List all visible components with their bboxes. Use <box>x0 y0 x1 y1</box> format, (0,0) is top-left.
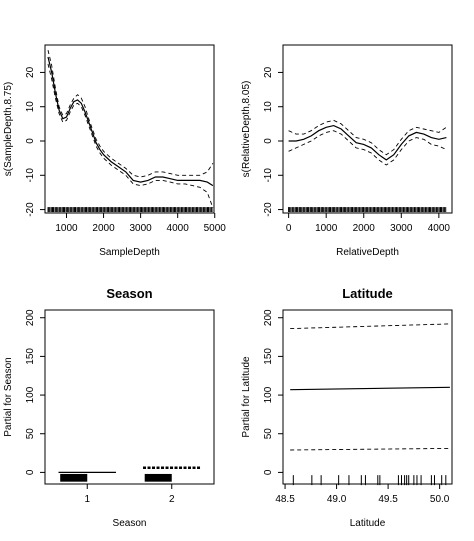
confidence-band-line <box>47 63 214 209</box>
x-tick-label: 1000 <box>55 223 78 234</box>
y-tick-label: -20 <box>25 202 36 217</box>
x-tick-label: 3000 <box>390 223 413 234</box>
y-tick-label: 0 <box>25 138 36 144</box>
x-tick-label: 2000 <box>92 223 115 234</box>
y-tick-label: 10 <box>263 101 274 113</box>
y-tick-label: 20 <box>25 66 36 78</box>
confidence-band-line <box>288 119 447 156</box>
y-tick-label: 100 <box>25 386 36 403</box>
y-tick-label: 200 <box>25 309 36 326</box>
rug-marks <box>47 207 213 213</box>
y-tick-label: 100 <box>263 386 274 403</box>
y-tick-label: 50 <box>263 428 274 440</box>
y-tick-label: 150 <box>263 348 274 365</box>
fit-line <box>290 386 450 391</box>
x-tick-label: 1000 <box>315 223 338 234</box>
x-tick-label: 49.5 <box>378 494 398 505</box>
plot-frame <box>282 309 453 485</box>
fit-line <box>288 124 447 161</box>
confidence-band-line <box>288 130 447 166</box>
x-tick-label: 2 <box>169 494 175 505</box>
rug-marks <box>288 207 447 213</box>
y-tick-label: 200 <box>263 309 274 326</box>
y-axis-label: Partial for Season <box>3 357 14 437</box>
y-axis-label: Partial for Latitude <box>241 356 252 438</box>
x-tick-label: 1 <box>84 494 90 505</box>
y-tick-label: 10 <box>25 101 36 113</box>
x-tick-label: 5000 <box>204 223 227 234</box>
plot-frame <box>44 309 215 485</box>
x-tick-label: 2000 <box>353 223 376 234</box>
confidence-band-line <box>290 323 450 330</box>
y-tick-label: -20 <box>263 202 274 217</box>
confidence-band-line <box>47 49 214 178</box>
factor-rug-block <box>144 473 172 482</box>
y-tick-label: 0 <box>263 138 274 144</box>
plot-frame <box>44 44 215 214</box>
x-tick-label: 49.0 <box>327 494 347 505</box>
x-tick-label: 4000 <box>428 223 451 234</box>
y-tick-label: -10 <box>263 168 274 183</box>
rug-marks <box>292 475 447 486</box>
x-tick-label: 3000 <box>129 223 152 234</box>
x-axis-label: RelativeDepth <box>336 247 399 258</box>
x-tick-label: 0 <box>286 223 292 234</box>
x-tick-label: 50.0 <box>430 494 450 505</box>
factor-rug-block <box>60 473 88 482</box>
panel-title: Latitude <box>342 286 393 301</box>
y-tick-label: 20 <box>263 66 274 78</box>
y-axis-label: s(SampleDepth,8.75) <box>3 82 14 177</box>
y-tick-label: 0 <box>25 469 36 475</box>
y-tick-label: 0 <box>263 469 274 475</box>
y-axis-label: s(RelativeDepth,8.05) <box>241 81 252 178</box>
y-tick-label: -10 <box>25 168 36 183</box>
x-axis-label: Season <box>113 518 147 529</box>
panel-title: Season <box>106 286 152 301</box>
fit-line <box>47 56 214 187</box>
x-axis-label: Latitude <box>350 518 386 529</box>
plot-frame <box>282 44 453 214</box>
y-tick-label: 150 <box>25 348 36 365</box>
y-tick-label: 50 <box>25 428 36 440</box>
x-tick-label: 4000 <box>167 223 190 234</box>
x-tick-label: 48.5 <box>275 494 295 505</box>
x-axis-label: SampleDepth <box>99 247 160 258</box>
confidence-band-line <box>290 447 450 451</box>
